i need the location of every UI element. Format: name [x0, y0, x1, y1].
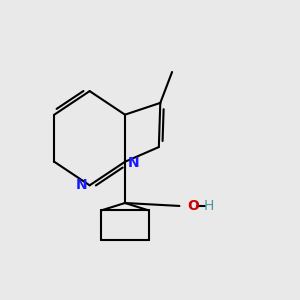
- Text: H: H: [204, 199, 214, 213]
- Text: N: N: [128, 156, 139, 170]
- Text: O: O: [187, 199, 199, 213]
- Text: N: N: [76, 178, 87, 192]
